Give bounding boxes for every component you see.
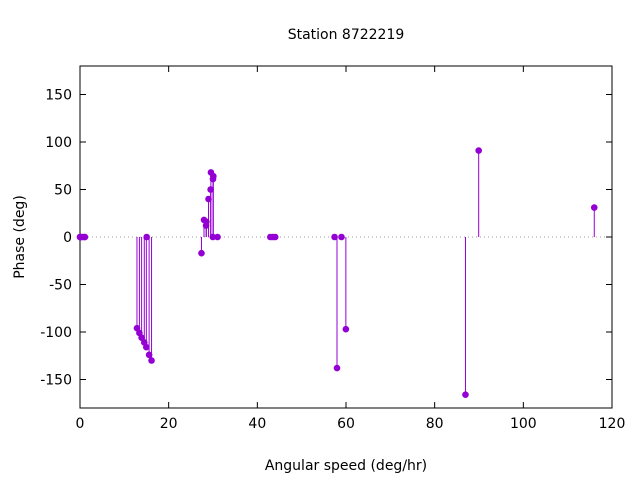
impulse-series	[76, 147, 598, 399]
data-point	[333, 364, 341, 372]
data-point	[462, 391, 469, 399]
data-point	[475, 147, 482, 154]
y-tick-label: 0	[63, 230, 72, 246]
data-point	[143, 343, 150, 351]
data-point	[338, 233, 345, 241]
y-axis-label: Phase (deg)	[12, 195, 28, 279]
x-tick-label: 120	[599, 416, 626, 432]
x-tick-label: 60	[337, 416, 355, 432]
chart-title: Station 8722219	[288, 27, 405, 43]
x-axis-label: Angular speed (deg/hr)	[265, 458, 427, 474]
x-tick-label: 0	[76, 416, 85, 432]
data-point	[590, 204, 598, 211]
data-point	[271, 233, 279, 241]
x-tick-label: 80	[426, 416, 444, 432]
y-tick-label: 150	[45, 88, 72, 104]
x-tick-label: 40	[248, 416, 266, 432]
data-point	[198, 249, 205, 257]
x-tick-label: 20	[160, 416, 178, 432]
data-point	[143, 233, 150, 241]
data-point	[342, 325, 350, 333]
data-point	[81, 233, 89, 241]
data-point	[148, 357, 155, 364]
data-point	[214, 233, 221, 241]
data-point	[331, 233, 338, 241]
data-point	[210, 172, 217, 180]
y-axis-ticks: -150 -100 -50 0 50 100 150	[40, 88, 612, 389]
data-point	[145, 351, 153, 359]
y-tick-label: -50	[49, 278, 72, 294]
y-tick-label: 100	[45, 135, 72, 151]
y-tick-label: -150	[40, 373, 72, 389]
y-tick-label: -100	[40, 325, 72, 341]
y-tick-label: 50	[54, 183, 72, 199]
x-axis-ticks: 0 20 40 60 80 100 120	[76, 66, 626, 432]
x-tick-label: 100	[510, 416, 537, 432]
